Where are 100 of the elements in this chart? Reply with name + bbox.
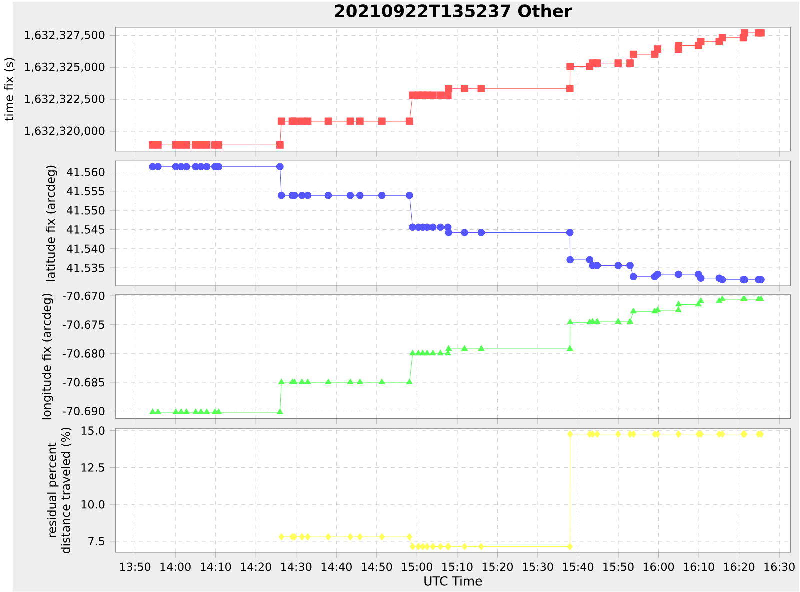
y-tick-label: 10.0 — [82, 500, 105, 509]
x-tick-label: 13:50 — [120, 562, 151, 572]
point — [478, 543, 484, 551]
point — [568, 430, 574, 438]
y-tick-label: 41.560 — [66, 168, 105, 177]
x-tick-label: 14:40 — [322, 562, 352, 572]
point — [626, 262, 634, 270]
point — [614, 262, 622, 270]
point — [630, 273, 638, 281]
point — [675, 270, 682, 278]
y-tick-label: 41.540 — [66, 244, 105, 254]
point — [697, 274, 705, 282]
y-tick-label: 41.550 — [66, 206, 105, 215]
point — [406, 533, 412, 541]
point — [357, 533, 363, 541]
point — [567, 318, 574, 325]
y-tick-label: 1,632,320,000 — [25, 126, 105, 136]
point — [436, 224, 444, 232]
point — [429, 224, 437, 232]
x-axis-title: UTC Time — [424, 576, 482, 586]
point — [198, 408, 204, 414]
y-tick-label: -70.675 — [62, 320, 104, 330]
point — [566, 229, 574, 237]
x-tick-label: 16:30 — [764, 562, 795, 572]
point — [356, 378, 364, 385]
point — [410, 350, 416, 356]
x-tick-label: 16:20 — [724, 562, 755, 572]
point — [478, 345, 485, 352]
point — [566, 345, 574, 352]
x-tick-label: 15:50 — [604, 562, 634, 572]
point — [462, 345, 468, 352]
point — [304, 192, 312, 200]
y-tick-label: 1,632,325,000 — [25, 62, 105, 73]
point — [347, 378, 354, 385]
point — [278, 192, 286, 200]
point — [567, 543, 573, 551]
point — [675, 306, 682, 312]
point — [461, 229, 468, 237]
point — [416, 543, 422, 551]
x-tick-label: 16:00 — [644, 562, 674, 572]
chart-title: 20210922T135237 Other — [335, 4, 572, 18]
x-tick-label: 15:00 — [402, 562, 432, 572]
point — [278, 378, 285, 385]
point — [430, 350, 436, 356]
point — [478, 229, 486, 237]
point — [676, 301, 682, 307]
point — [446, 345, 452, 352]
y-tick-label: 41.535 — [66, 264, 104, 272]
y-tick-label: -70.685 — [62, 378, 104, 387]
point — [378, 378, 386, 385]
point — [356, 192, 364, 200]
point — [192, 408, 200, 414]
y-tick-label: 7.5 — [88, 537, 104, 546]
y-axis-title: longitude fix (arcdeg) — [42, 294, 54, 420]
point — [410, 543, 416, 551]
point — [305, 533, 311, 541]
y-tick-label: 15.0 — [82, 426, 105, 436]
x-tick-label: 16:10 — [684, 562, 714, 572]
point — [324, 192, 332, 200]
point — [594, 318, 601, 324]
x-tick-label: 14:20 — [241, 562, 272, 572]
point — [346, 192, 354, 200]
point — [430, 543, 436, 551]
y-tick-label: 1,632,322,500 — [25, 94, 105, 104]
y-axis-title: latitude fix (arcdeg) — [46, 166, 58, 282]
point — [150, 408, 156, 414]
point — [216, 408, 222, 414]
point — [325, 378, 332, 385]
point — [698, 298, 704, 304]
y-tick-label: 41.545 — [66, 226, 104, 234]
x-tick-label: 14:30 — [282, 562, 312, 572]
point — [298, 378, 306, 385]
x-tick-label: 14:10 — [201, 562, 232, 572]
y-tick-label: -70.680 — [62, 350, 105, 358]
point — [183, 163, 190, 171]
x-tick-label: 15:10 — [442, 562, 473, 572]
point — [424, 543, 430, 551]
point — [278, 533, 284, 541]
point — [183, 408, 190, 414]
point — [154, 163, 162, 171]
x-tick-label: 15:20 — [482, 562, 514, 572]
point — [299, 533, 305, 541]
point — [348, 533, 354, 541]
point — [420, 543, 426, 551]
point — [172, 408, 180, 414]
point — [154, 408, 162, 414]
point — [424, 350, 431, 356]
x-tick-label: 15:40 — [563, 562, 594, 572]
point — [438, 543, 444, 551]
point — [437, 350, 444, 356]
point — [406, 192, 414, 200]
point — [276, 163, 284, 171]
y-axis-title: residual percent distance traveled (%) — [47, 428, 72, 554]
y-tick-label: 1,632,327,500 — [25, 31, 105, 41]
point — [616, 430, 622, 438]
x-tick-label: 14:50 — [362, 562, 392, 572]
point — [326, 533, 332, 541]
point — [627, 318, 634, 324]
point — [203, 163, 211, 171]
point — [462, 543, 468, 551]
